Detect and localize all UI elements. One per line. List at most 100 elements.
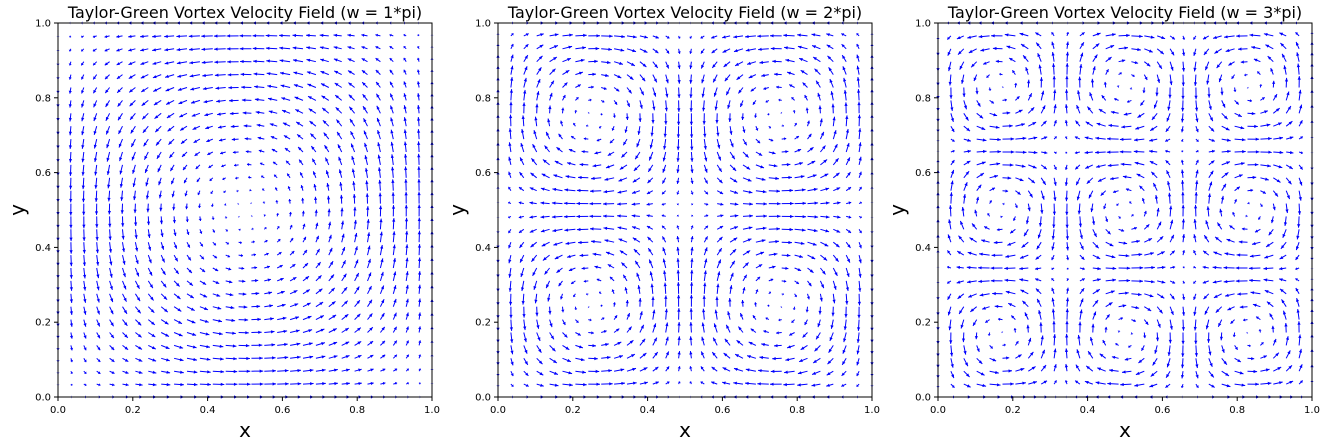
velocity-arrow: [794, 228, 806, 232]
velocity-arrow: [237, 215, 240, 218]
velocity-arrow: [147, 280, 154, 289]
velocity-arrow: [241, 98, 252, 102]
velocity-arrow: [275, 200, 279, 204]
velocity-arrow: [769, 34, 782, 38]
velocity-arrow: [70, 370, 73, 375]
velocity-arrow: [1131, 279, 1144, 283]
velocity-arrow: [95, 229, 99, 241]
y-tick-label: 0.8: [35, 93, 51, 104]
velocity-arrow: [690, 151, 694, 162]
velocity-arrow: [508, 128, 512, 140]
velocity-arrow: [755, 226, 767, 230]
velocity-arrow: [1078, 76, 1082, 88]
velocity-arrow: [135, 332, 142, 338]
velocity-arrow: [147, 229, 151, 238]
velocity-arrow: [1154, 194, 1158, 204]
velocity-arrow: [677, 74, 681, 84]
velocity-arrow: [319, 46, 329, 50]
velocity-arrow: [714, 100, 718, 111]
velocity-arrow: [562, 45, 573, 50]
velocity-arrow: [625, 299, 629, 307]
velocity-arrow: [1040, 203, 1044, 214]
velocity-arrow: [689, 100, 693, 112]
velocity-arrow: [1078, 216, 1082, 228]
velocity-arrow: [588, 59, 598, 63]
velocity-arrow: [1131, 253, 1143, 257]
velocity-arrow: [169, 151, 175, 159]
velocity-arrow: [959, 61, 965, 70]
velocity-arrow: [1135, 370, 1145, 376]
velocity-arrow: [263, 214, 267, 217]
velocity-arrow: [159, 203, 163, 212]
velocity-arrow: [794, 241, 805, 245]
velocity-arrow: [1077, 203, 1081, 215]
velocity-arrow: [807, 201, 819, 205]
velocity-arrow: [637, 126, 641, 135]
velocity-arrow: [579, 253, 589, 257]
velocity-arrow: [1105, 266, 1117, 270]
velocity-arrow: [289, 289, 298, 295]
velocity-arrow: [379, 271, 384, 282]
velocity-arrow: [1297, 216, 1301, 228]
velocity-arrow: [664, 295, 668, 307]
velocity-arrow: [638, 297, 642, 307]
velocity-arrow: [315, 261, 321, 269]
velocity-arrow: [405, 230, 409, 243]
velocity-arrow: [83, 280, 87, 291]
velocity-arrow: [652, 366, 659, 372]
velocity-arrow: [549, 92, 553, 101]
velocity-arrow: [549, 56, 558, 63]
velocity-arrow: [83, 370, 87, 375]
velocity-arrow: [794, 293, 797, 298]
velocity-arrow: [748, 74, 757, 79]
velocity-arrow: [1011, 70, 1016, 75]
velocity-arrow: [757, 34, 769, 38]
velocity-arrow: [1180, 371, 1185, 379]
velocity-arrow: [1181, 150, 1184, 153]
velocity-arrow: [703, 270, 707, 281]
velocity-arrow: [589, 189, 602, 193]
velocity-arrow: [631, 214, 640, 218]
velocity-arrow: [742, 190, 753, 194]
velocity-arrow: [800, 69, 808, 76]
velocity-arrow: [858, 229, 862, 234]
x-tick-label: 0.0: [930, 405, 946, 416]
velocity-arrow: [794, 162, 804, 166]
velocity-arrow: [746, 61, 757, 65]
velocity-arrow: [832, 116, 836, 127]
velocity-arrow: [510, 370, 514, 377]
velocity-arrow: [404, 153, 408, 165]
velocity-arrow: [354, 259, 359, 269]
velocity-arrow: [83, 306, 87, 315]
velocity-arrow: [598, 125, 602, 129]
velocity-arrow: [225, 305, 235, 310]
velocity-arrow: [665, 336, 669, 346]
velocity-arrow: [1195, 358, 1199, 369]
velocity-arrow: [81, 151, 85, 163]
velocity-arrow: [508, 156, 512, 166]
velocity-arrow: [1040, 90, 1045, 101]
velocity-arrow: [768, 125, 772, 129]
velocity-arrow: [1193, 249, 1197, 256]
velocity-arrow: [1039, 322, 1043, 333]
velocity-arrow: [689, 308, 693, 320]
velocity-arrow: [1273, 177, 1281, 183]
velocity-arrow: [605, 251, 615, 256]
velocity-arrow: [989, 162, 1001, 166]
velocity-arrow: [1286, 380, 1294, 385]
velocity-arrow: [858, 254, 862, 264]
velocity-arrow: [297, 146, 304, 153]
velocity-arrow: [225, 267, 232, 271]
y-tick-label: 1.0: [915, 19, 931, 30]
velocity-arrow: [1234, 186, 1241, 192]
velocity-arrow: [558, 133, 563, 140]
velocity-arrow: [1156, 74, 1161, 84]
velocity-arrow: [950, 159, 955, 166]
velocity-arrow: [405, 271, 409, 281]
velocity-arrow: [375, 69, 381, 75]
velocity-arrow: [392, 340, 398, 346]
velocity-arrow: [251, 240, 255, 244]
velocity-arrow: [1014, 82, 1018, 88]
velocity-arrow: [336, 131, 343, 140]
velocity-arrow: [290, 382, 302, 386]
